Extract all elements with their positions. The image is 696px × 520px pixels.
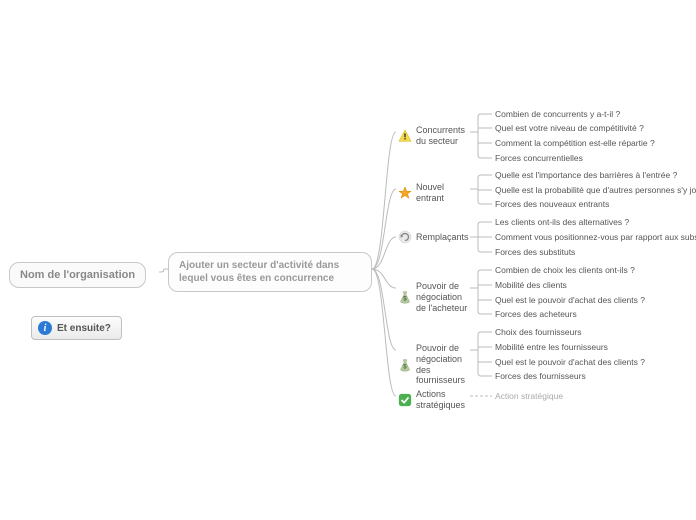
next-button-label: Et ensuite? <box>57 323 111 334</box>
leaf-node[interactable]: Forces des fournisseurs <box>495 371 586 381</box>
root-node[interactable]: Nom de l'organisation <box>9 262 146 288</box>
force-node-supplierpower[interactable]: $ Pouvoir de négociation des fournisseurs <box>398 343 468 386</box>
sector-node[interactable]: Ajouter un secteur d'activité dans leque… <box>168 252 372 292</box>
leaf-node[interactable]: Forces des substituts <box>495 247 575 257</box>
root-label: Nom de l'organisation <box>20 269 135 281</box>
force-label: Nouvel entrant <box>416 182 468 204</box>
force-node-competitors[interactable]: Concurrents du secteur <box>398 125 468 147</box>
leaf-node[interactable]: Quel est le pouvoir d'achat des clients … <box>495 357 645 367</box>
force-label: Pouvoir de négociation des fournisseurs <box>416 343 468 386</box>
force-node-newentrant[interactable]: Nouvel entrant <box>398 182 468 204</box>
leaf-node[interactable]: Combien de choix les clients ont-ils ? <box>495 265 635 275</box>
leaf-node[interactable]: Quelle est la probabilité que d'autres p… <box>495 185 696 195</box>
force-label: Concurrents du secteur <box>416 125 468 147</box>
leaf-node[interactable]: Action stratégique <box>495 391 563 401</box>
check-icon <box>398 393 412 407</box>
force-node-substitutes[interactable]: Remplaçants <box>398 230 468 244</box>
sector-label: Ajouter un secteur d'activité dans leque… <box>179 260 339 284</box>
force-node-strategic[interactable]: Actions stratégiques <box>398 389 468 411</box>
leaf-node[interactable]: Quel est votre niveau de compétitivité ? <box>495 123 644 133</box>
refresh-icon <box>398 230 412 244</box>
leaf-node[interactable]: Choix des fournisseurs <box>495 327 581 337</box>
leaf-node[interactable]: Forces des nouveaux entrants <box>495 199 609 209</box>
force-label: Actions stratégiques <box>416 389 468 411</box>
leaf-node[interactable]: Mobilité des clients <box>495 280 567 290</box>
leaf-node[interactable]: Comment la compétition est-elle répartie… <box>495 138 655 148</box>
warning-icon <box>398 129 412 143</box>
info-icon: i <box>38 321 52 335</box>
leaf-node[interactable]: Quel est le pouvoir d'achat des clients … <box>495 295 645 305</box>
money-icon: $ <box>398 358 412 372</box>
leaf-node[interactable]: Mobilité entre les fournisseurs <box>495 342 608 352</box>
leaf-node[interactable]: Les clients ont-ils des alternatives ? <box>495 217 629 227</box>
leaf-node[interactable]: Comment vous positionnez-vous par rappor… <box>495 232 696 242</box>
force-label: Pouvoir de négociation de l'acheteur <box>416 281 468 313</box>
svg-text:$: $ <box>403 363 407 370</box>
leaf-node[interactable]: Quelle est l'importance des barrières à … <box>495 170 677 180</box>
leaf-node[interactable]: Forces concurrentielles <box>495 153 583 163</box>
money-icon: $ <box>398 290 412 304</box>
svg-text:$: $ <box>403 296 407 303</box>
force-label: Remplaçants <box>416 232 469 243</box>
next-button[interactable]: i Et ensuite? <box>31 316 122 340</box>
leaf-node[interactable]: Combien de concurrents y a-t-il ? <box>495 109 620 119</box>
leaf-node[interactable]: Forces des acheteurs <box>495 309 577 319</box>
star-icon <box>398 186 412 200</box>
force-node-buyerpower[interactable]: $ Pouvoir de négociation de l'acheteur <box>398 281 468 313</box>
